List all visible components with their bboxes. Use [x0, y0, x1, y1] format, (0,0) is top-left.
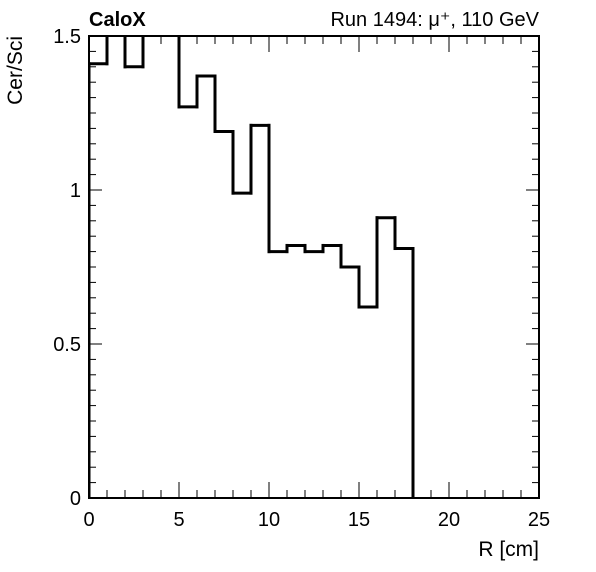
axis-ticks: [89, 36, 539, 498]
experiment-label: CaloX: [89, 9, 146, 31]
plot-frame: [88, 35, 540, 499]
run-label: Run 1494: μ⁺, 110 GeV: [330, 9, 539, 31]
y-axis-title: Cer/Sci: [4, 36, 27, 105]
x-tick-label: 5: [173, 509, 184, 531]
y-tick-label: 1.5: [53, 26, 81, 48]
x-tick-label: 15: [348, 509, 370, 531]
axis-tick-labels: 0 5 10 15 20 25 0 0.5 1 1.5: [53, 26, 550, 531]
x-tick-label: 20: [438, 509, 460, 531]
x-tick-label: 0: [83, 509, 94, 531]
x-tick-label: 10: [258, 509, 280, 531]
histogram-series: [89, 36, 415, 498]
x-tick-label: 25: [528, 509, 550, 531]
y-tick-label: 0: [70, 488, 81, 510]
y-tick-label: 1: [70, 180, 81, 202]
x-axis-title: R [cm]: [478, 538, 539, 561]
y-tick-label: 0.5: [53, 334, 81, 356]
